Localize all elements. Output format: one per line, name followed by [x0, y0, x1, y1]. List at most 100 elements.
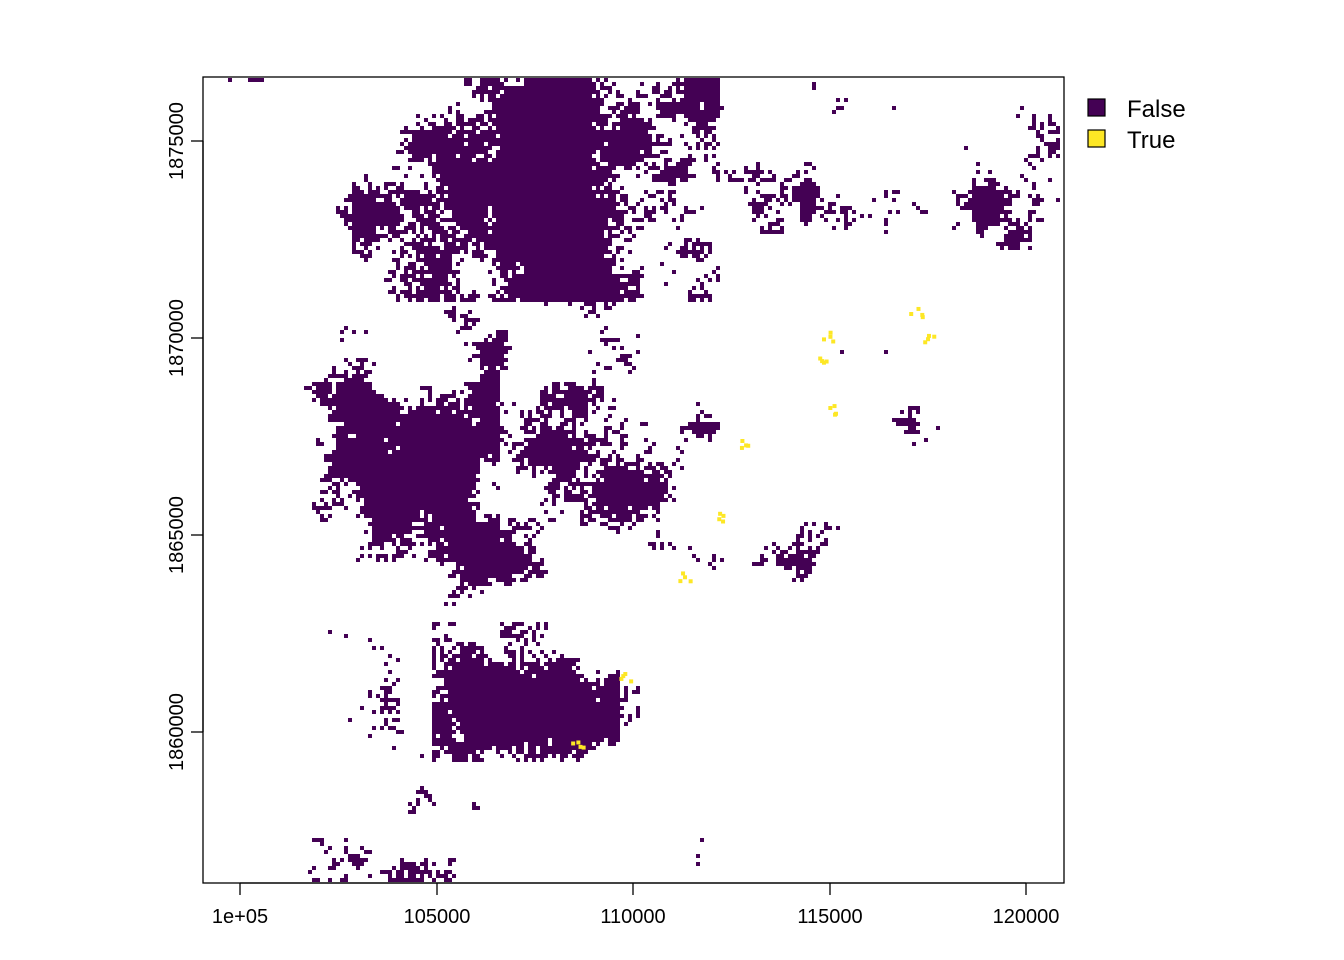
false-cell-run [400, 862, 416, 866]
false-cell-run [552, 478, 572, 482]
false-cell-run [584, 466, 588, 470]
false-cell-run [432, 878, 436, 882]
false-cell-run [628, 102, 640, 106]
false-cell-run [396, 262, 400, 266]
false-cell-run [600, 522, 608, 526]
false-cell-run [420, 386, 432, 390]
false-cell-run [596, 166, 616, 170]
false-cell-run [624, 462, 640, 466]
false-cell-run [416, 218, 436, 222]
false-cell-run [332, 462, 480, 466]
false-cell-run [500, 366, 508, 370]
false-cell-run [372, 526, 440, 530]
false-cell-run [356, 498, 360, 502]
false-cell-run [952, 190, 956, 194]
false-cell-run [448, 402, 460, 406]
false-cell-run [564, 382, 576, 386]
false-cell-run [672, 270, 676, 274]
false-cell-run [796, 538, 800, 542]
false-cell-run [796, 546, 800, 550]
false-cell-run [1028, 126, 1036, 130]
false-cell-run [456, 330, 460, 334]
false-cell-run [364, 178, 368, 182]
false-cell-run [400, 254, 404, 258]
false-cell-run [324, 454, 488, 458]
false-cell-run [1036, 130, 1040, 134]
false-cell-run [544, 486, 560, 490]
false-cell-run [592, 402, 596, 406]
false-cell-run [1020, 174, 1024, 178]
false-cell-run [408, 262, 416, 266]
false-cell-run [332, 370, 336, 374]
false-cell-run [616, 114, 628, 118]
false-cell-run [756, 162, 760, 166]
false-cell-run [560, 754, 568, 758]
false-cell-run [616, 222, 624, 226]
false-cell-run [632, 270, 640, 274]
false-cell-run [528, 410, 532, 414]
false-cell-run [384, 694, 388, 698]
false-cell-run [1032, 114, 1036, 118]
false-cell-run [552, 498, 556, 502]
false-cell-run [416, 250, 460, 254]
false-cell-run [656, 190, 664, 194]
false-cell-run [452, 590, 456, 594]
false-cell-run [512, 754, 516, 758]
false-cell-run [528, 462, 580, 466]
false-cell-run [396, 678, 400, 682]
false-cell-run [424, 558, 428, 562]
false-cell-run [596, 390, 604, 394]
false-cell-run [484, 514, 492, 518]
false-cell-run [344, 370, 348, 374]
false-cell-run [520, 666, 524, 670]
false-cell-run [396, 298, 400, 302]
false-cell-run [708, 298, 712, 302]
false-cell-run [668, 138, 672, 142]
false-cell-run [480, 350, 508, 354]
false-cell-run [336, 438, 384, 442]
false-cell-run [520, 410, 524, 414]
false-cell-run [872, 198, 876, 202]
false-cell-run [492, 262, 496, 266]
false-cell-run [660, 110, 720, 114]
false-cell-run [480, 94, 484, 98]
false-cell-run [324, 474, 476, 478]
false-cell-run [492, 454, 500, 458]
false-cell-run [776, 554, 784, 558]
false-cell-run [472, 390, 500, 394]
false-cell-run [492, 210, 628, 214]
false-cell-run [396, 150, 404, 154]
false-cell-run [644, 214, 652, 218]
false-cell-run [448, 622, 456, 626]
false-cell-run [388, 710, 392, 714]
false-cell-run [520, 650, 524, 654]
false-cell-run [996, 242, 1020, 246]
false-cell-run [528, 650, 532, 654]
false-cell-run [760, 558, 768, 562]
false-cell-run [656, 134, 664, 138]
false-cell-run [1032, 182, 1036, 186]
false-cell-run [432, 734, 436, 738]
false-cell-run [592, 378, 596, 382]
false-cell-run [452, 306, 456, 310]
false-cell-run [1036, 218, 1044, 222]
false-cell-run [516, 78, 520, 82]
false-cell-run [624, 106, 640, 110]
false-cell-run [768, 170, 772, 174]
false-cell-run [432, 174, 436, 178]
false-cell-run [596, 686, 620, 690]
false-cell-run [400, 182, 404, 186]
false-cell-run [372, 726, 376, 730]
false-cell-run [524, 642, 528, 646]
false-cell-run [796, 566, 812, 570]
false-cell-run [600, 698, 628, 702]
false-cell-run [608, 506, 628, 510]
false-cell-run [348, 226, 376, 230]
false-cell-run [540, 650, 544, 654]
false-cell-run [808, 546, 812, 550]
false-cell-run [384, 702, 388, 706]
false-cell-run [420, 398, 424, 402]
false-cell-run [700, 410, 704, 414]
false-cell-run [920, 210, 928, 214]
false-cell-run [1048, 178, 1052, 182]
